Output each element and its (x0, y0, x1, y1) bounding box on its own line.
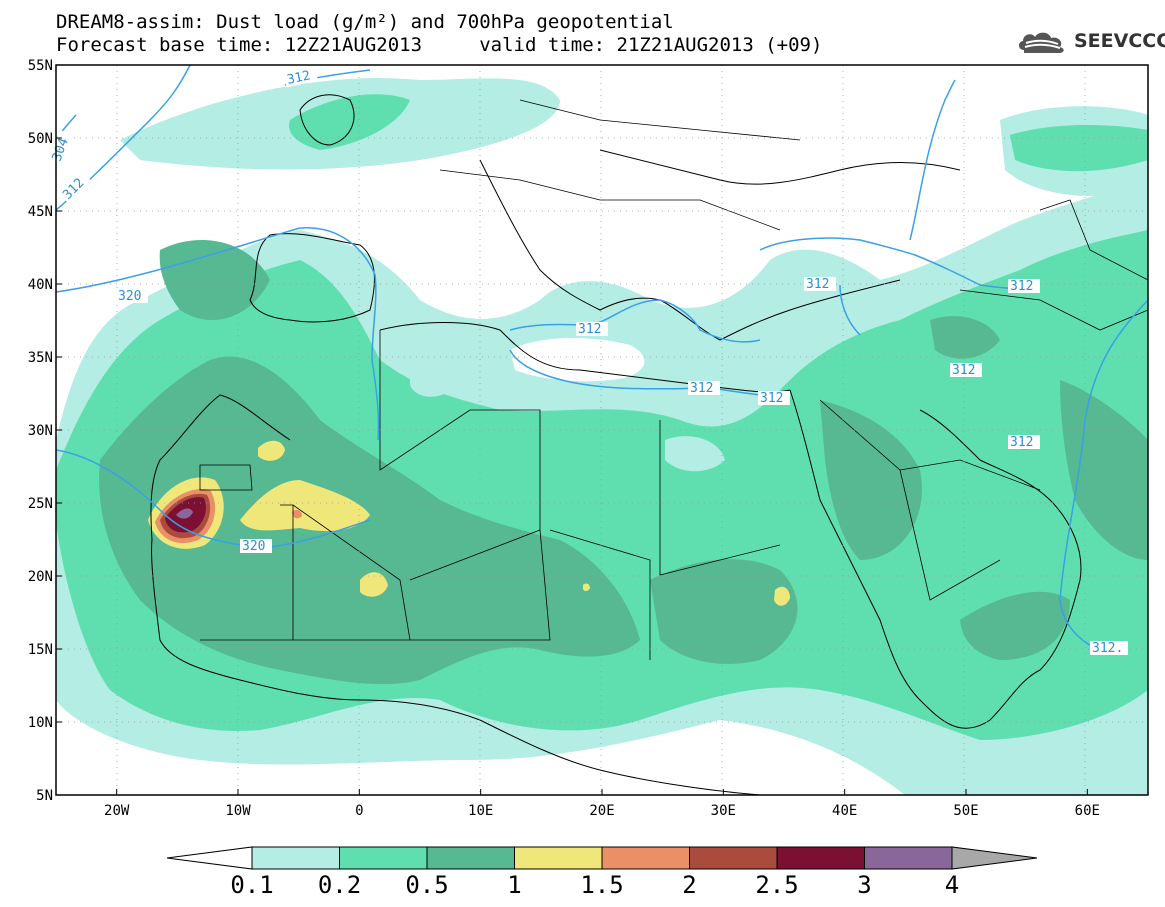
contour-label: 320 (118, 289, 141, 304)
lon-tick-label: 10E (468, 803, 493, 819)
colorbar-over-arrow (951, 846, 1038, 870)
contour-label: 312 (760, 391, 783, 406)
colorbar-swatch (601, 846, 690, 870)
colorbar-label: 1 (507, 871, 521, 899)
contour-label: 312 (1010, 279, 1033, 294)
colorbar-swatch (776, 846, 865, 870)
lat-tick-label: 55N (28, 58, 53, 74)
colorbar-label: 0.1 (230, 871, 273, 899)
lat-tick-label: 25N (28, 496, 53, 512)
seevccc-logo: SEEVCCC (1016, 28, 1165, 54)
lat-tick-label: 50N (28, 131, 53, 147)
colorbar-label: 3 (857, 871, 871, 899)
cloud-icon (1018, 32, 1064, 53)
lat-tick-label: 40N (28, 277, 53, 293)
lon-tick-label: 60E (1075, 803, 1100, 819)
lon-tick-label: 30E (711, 803, 736, 819)
contour-label: 312 (578, 322, 601, 337)
contour-label: 312 (286, 68, 312, 88)
colorbar-label: 0.5 (405, 871, 448, 899)
lat-tick-label: 15N (28, 642, 53, 658)
longitude-axis: 20W 10W 0 10E 20E 30E 40E 50E 60E (104, 789, 1100, 819)
colorbar-swatch (689, 846, 778, 870)
contour-label: 312. (1092, 641, 1123, 656)
lon-tick-label: 0 (355, 803, 363, 819)
lon-tick-label: 10W (225, 803, 251, 819)
dust-level-3 (176, 508, 193, 519)
contour-label: 312 (952, 363, 975, 378)
colorbar-label: 2 (682, 871, 696, 899)
lat-tick-label: 30N (28, 423, 53, 439)
latitude-axis: 55N 50N 45N 40N 35N 30N 25N 20N 15N 10N 5N (28, 58, 62, 804)
contour-label: 312 (690, 381, 713, 396)
contour-label: 312 (1010, 435, 1033, 450)
logo-text: SEEVCCC (1074, 30, 1165, 52)
colorbar-under-arrow (166, 846, 253, 870)
colorbar (166, 846, 1038, 870)
colorbar-swatch (339, 846, 428, 870)
lat-tick-label: 45N (28, 204, 53, 220)
contour-labels: 312 304 312 320 312 312 312 312 312 312 … (48, 67, 1128, 656)
lat-tick-label: 5N (36, 788, 53, 804)
lat-tick-label: 20N (28, 569, 53, 585)
contour-label: 312 (806, 277, 829, 292)
colorbar-label: 1.5 (580, 871, 623, 899)
lon-tick-label: 20W (104, 803, 130, 819)
colorbar-swatch (514, 846, 603, 870)
lat-tick-label: 35N (28, 350, 53, 366)
colorbar-label: 2.5 (755, 871, 798, 899)
forecast-time-subtitle: Forecast base time: 12Z21AUG2013 valid t… (56, 34, 823, 56)
dust-field (56, 65, 1148, 795)
graticule (56, 65, 1148, 795)
map-title: DREAM8-assim: Dust load (g/m²) and 700hP… (56, 11, 674, 33)
colorbar-label: 0.2 (318, 871, 361, 899)
lon-tick-label: 50E (953, 803, 978, 819)
contour-label: 320 (242, 539, 265, 554)
colorbar-label: 4 (945, 871, 959, 899)
colorbar-labels: 0.1 0.2 0.5 1 1.5 2 2.5 3 4 (230, 871, 959, 899)
lat-tick-label: 10N (28, 715, 53, 731)
lon-tick-label: 20E (589, 803, 614, 819)
colorbar-swatch (251, 846, 340, 870)
colorbar-swatch (864, 846, 953, 870)
coastlines (150, 94, 1082, 795)
colorbar-swatch (426, 846, 515, 870)
lon-tick-label: 40E (832, 803, 857, 819)
